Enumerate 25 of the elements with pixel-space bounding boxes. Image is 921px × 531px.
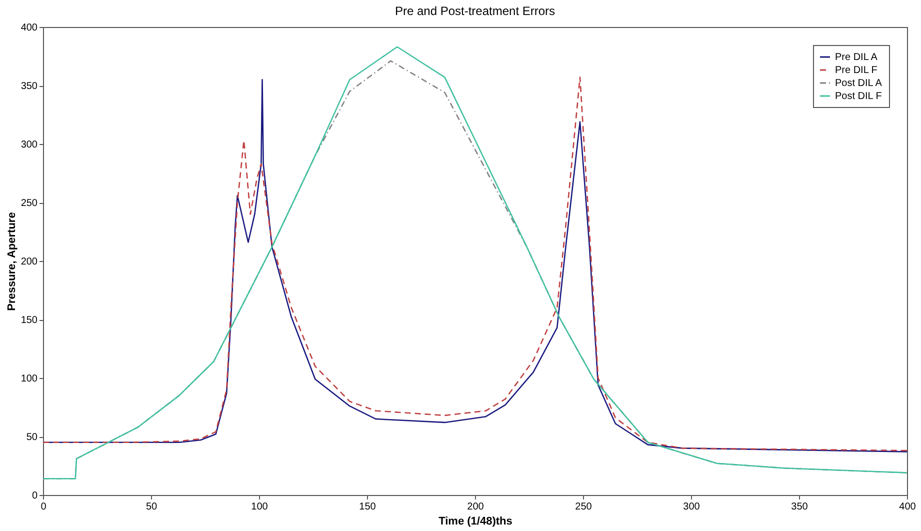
y-tick-label: 200 — [20, 256, 38, 268]
x-tick-label: 150 — [359, 502, 376, 512]
chart-title: Pre and Post-treatment Errors — [394, 4, 556, 18]
y-axis-title: Pressure, Aperture — [6, 212, 18, 311]
y-tick-label: 350 — [20, 81, 38, 92]
legend-label: Post DIL A — [835, 78, 882, 89]
x-tick-label: 200 — [467, 502, 484, 512]
y-tick-label: 100 — [20, 374, 38, 384]
y-tick-label: 250 — [20, 198, 38, 209]
x-tick-label: 0 — [40, 502, 47, 512]
legend-label: Pre DIL A — [835, 52, 878, 63]
y-tick-label: 300 — [20, 140, 38, 150]
x-tick-label: 350 — [791, 502, 808, 512]
x-tick-label: 100 — [251, 502, 268, 512]
y-tick-label: 400 — [20, 22, 38, 34]
legend-label: Post DIL F — [835, 91, 882, 102]
x-tick-label: 50 — [146, 502, 158, 512]
x-axis-title: Time (1/48)ths — [438, 516, 512, 528]
legend-label: Pre DIL F — [835, 65, 878, 76]
y-tick-label: 50 — [26, 432, 38, 443]
x-tick-label: 250 — [575, 502, 592, 512]
y-tick-label: 0 — [32, 490, 38, 502]
y-tick-label: 150 — [20, 315, 38, 326]
x-tick-label: 400 — [899, 502, 916, 512]
x-tick-label: 300 — [683, 502, 700, 512]
